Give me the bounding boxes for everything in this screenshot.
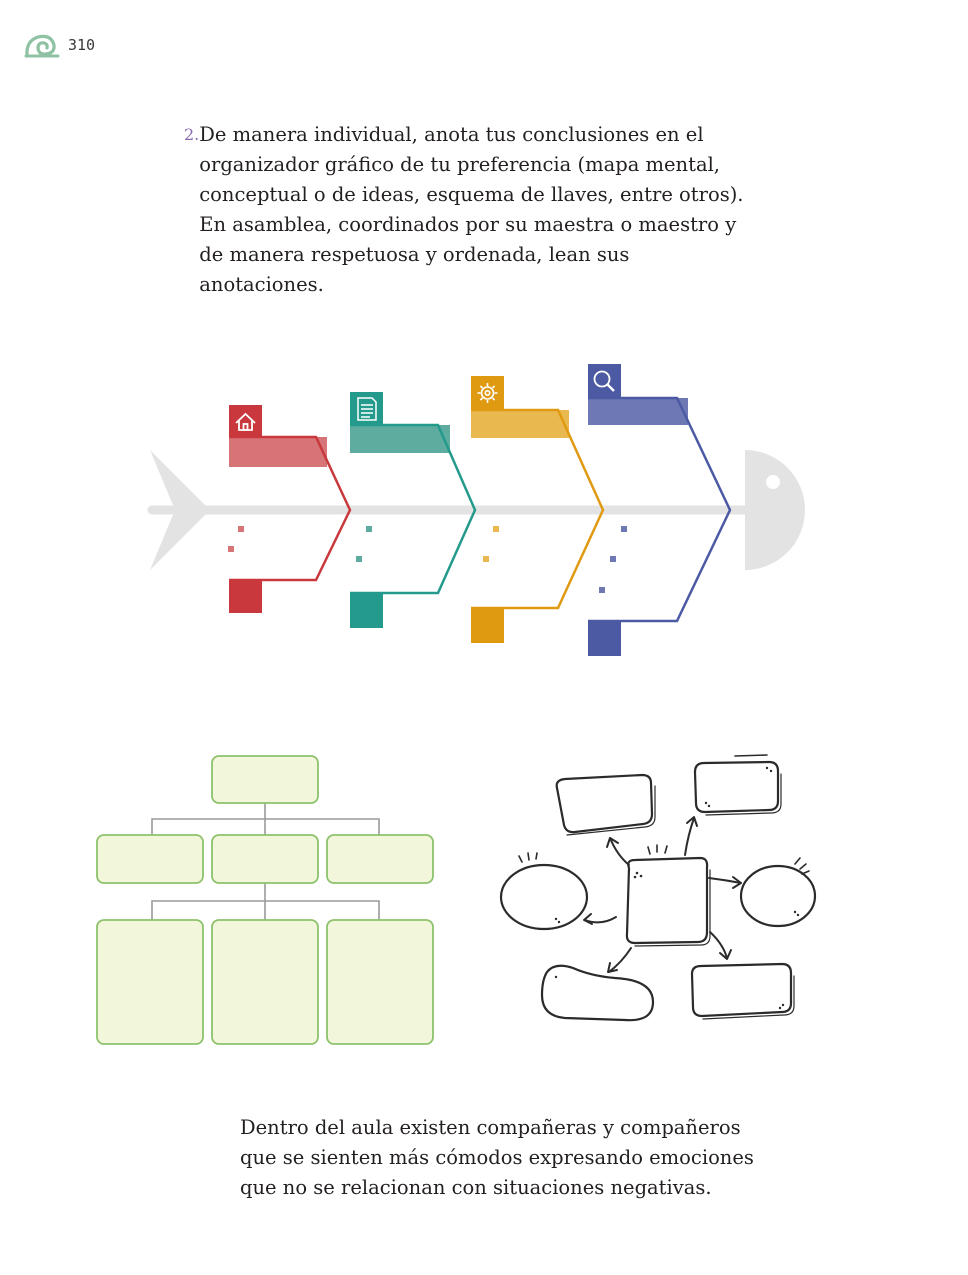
bullet-dot [366, 526, 372, 532]
mindmap-node-top-right [693, 760, 780, 814]
node-shadow [702, 975, 795, 1020]
bullet-dot [621, 526, 627, 532]
bullet-dot [228, 546, 234, 552]
bone-line [229, 435, 352, 582]
org-connectors [151, 803, 380, 920]
closing-paragraph: Dentro del aula existen compañeras y com… [240, 1116, 754, 1199]
bone-icon-tab [229, 405, 262, 437]
fishbone-bone-yellow [471, 376, 605, 643]
fishbone-bone-blue [588, 364, 732, 656]
bone-bottom-tab [350, 593, 383, 628]
sketch-dots [554, 766, 800, 1010]
org-chart [96, 755, 434, 1045]
bone-bottom-tab [471, 608, 504, 643]
bullet-dot [238, 526, 244, 532]
bullet-dot [610, 556, 616, 562]
org-box-level2-center [211, 834, 319, 884]
node-shadow [705, 773, 782, 816]
mindmap-node-bottom-right [690, 962, 793, 1018]
document-icon [357, 397, 377, 421]
bone-label-band [588, 398, 688, 425]
sketch-stroke [734, 754, 768, 757]
activity-number: 2. [184, 125, 200, 144]
mindmap-center-shadow [634, 869, 711, 947]
org-box-level3-right [326, 919, 434, 1045]
mindmap-node-top-left [555, 773, 654, 834]
mindmap-arrows [583, 816, 742, 973]
bone-line [471, 408, 605, 610]
bone-icon-tab [588, 364, 621, 398]
sketch-marks [518, 844, 810, 875]
mind-map [499, 754, 817, 1022]
fishbone-bone-teal [350, 392, 477, 628]
bullet-dot [493, 526, 499, 532]
bone-label-band [350, 425, 450, 453]
page-header: 310 [24, 30, 95, 60]
activity-item: 2. De manera individual, anota tus concl… [184, 120, 744, 300]
bone-label-band [229, 437, 327, 467]
fishbone-diagram [147, 364, 805, 656]
bullet-dot [599, 587, 605, 593]
bullet-dot [483, 556, 489, 562]
activity-text: De manera individual, anota tus conclusi… [199, 123, 744, 296]
mindmap-center-node [625, 856, 709, 945]
mindmap-node-right [739, 864, 817, 928]
mindmap-node-bottom-left [540, 964, 655, 1022]
gear-icon [477, 383, 498, 403]
bone-icon-tab [471, 376, 504, 410]
bone-bottom-tab [229, 580, 262, 613]
page-number: 310 [68, 36, 96, 54]
mindmap-node-left [499, 863, 589, 931]
bone-line [350, 423, 477, 595]
fishbone-bone-red [228, 405, 352, 613]
org-box-level3-left [96, 919, 204, 1045]
snail-shell-icon [24, 34, 60, 58]
org-box-level3-center [211, 919, 319, 1045]
node-shadow [566, 785, 656, 836]
fish-eye [766, 475, 780, 489]
bone-bottom-tab [588, 621, 621, 656]
bone-line [588, 396, 732, 623]
bullet-dot [356, 556, 362, 562]
house-icon [235, 412, 256, 431]
fish-head [745, 450, 805, 570]
bone-label-band [471, 410, 569, 438]
magnifier-icon [593, 370, 615, 392]
org-box-root [211, 755, 319, 804]
org-box-level2-left [96, 834, 204, 884]
org-box-level2-right [326, 834, 434, 884]
